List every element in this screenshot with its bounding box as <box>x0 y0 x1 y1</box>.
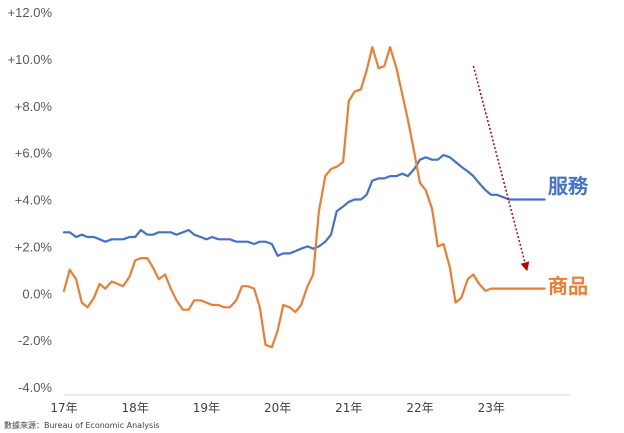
series-label-services: 服務 <box>548 174 589 198</box>
source-note: 數據來源：Bureau of Economic Analysis <box>4 420 160 430</box>
x-tick-label: 19年 <box>193 401 220 415</box>
y-tick-label: +2.0% <box>15 239 53 254</box>
trend-arrow <box>472 65 530 272</box>
y-tick-label: +10.0% <box>8 52 53 67</box>
y-tick-label: -4.0% <box>18 380 52 395</box>
y-axis-tick-labels: +12.0% +10.0% +8.0% +6.0% +4.0% +2.0% 0.0% -2.0… <box>8 5 53 395</box>
series-line-goods <box>62 46 546 349</box>
y-tick-label: +6.0% <box>15 146 53 161</box>
x-tick-label: 21年 <box>335 401 362 415</box>
y-tick-label: +4.0% <box>15 193 53 208</box>
x-tick-label: 18年 <box>122 401 149 415</box>
y-tick-label: -2.0% <box>18 333 52 348</box>
x-axis-tick-labels: 17年 18年 19年 20年 21年 22年 23年 <box>50 401 504 415</box>
x-tick-label: 23年 <box>478 401 505 415</box>
y-tick-label: +12.0% <box>8 5 53 20</box>
x-tick-label: 17年 <box>50 401 77 415</box>
series-label-goods: 商品 <box>548 274 588 298</box>
x-tick-label: 20年 <box>264 401 291 415</box>
y-tick-label: 0.0% <box>22 286 52 301</box>
x-tick-label: 22年 <box>406 401 433 415</box>
series-line-services <box>62 153 546 257</box>
y-tick-label: +8.0% <box>15 99 53 114</box>
